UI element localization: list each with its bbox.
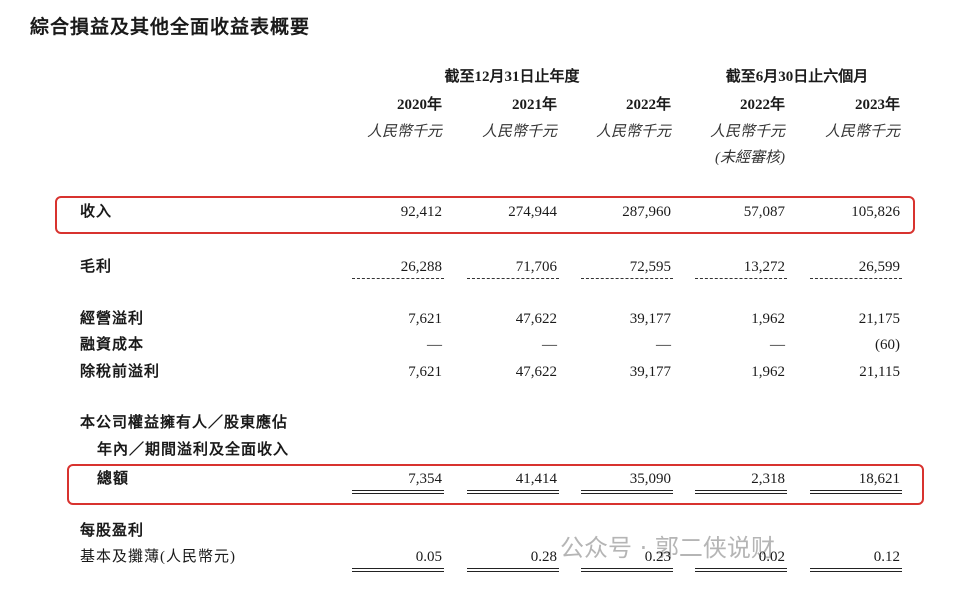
column-unit: 人民幣千元 <box>366 124 442 140</box>
cell-value: 13,272 <box>743 259 785 275</box>
cell-value: 18,621 <box>858 471 900 487</box>
column-year: 2020年 <box>396 97 442 113</box>
row-label: 年內／期間溢利及全面收入 <box>97 442 290 458</box>
cell-value: 0.28 <box>530 549 557 565</box>
underline <box>810 278 902 279</box>
cell-value: 26,288 <box>400 259 442 275</box>
cell-value: 0.02 <box>758 549 785 565</box>
underline <box>810 568 902 572</box>
highlight-box <box>55 196 915 234</box>
cell-value: 274,944 <box>508 204 557 220</box>
underline <box>581 568 673 572</box>
cell-value: (60) <box>875 337 900 353</box>
underline <box>352 490 444 494</box>
column-group: 截至6月30日止六個月 <box>725 69 869 85</box>
underline <box>695 568 787 572</box>
cell-value: 21,175 <box>858 311 900 327</box>
cell-value: — <box>770 337 785 353</box>
row-label: 經營溢利 <box>80 311 145 327</box>
column-year: 2023年 <box>854 97 900 113</box>
cell-value: — <box>656 337 671 353</box>
column-group: 截至12月31日止年度 <box>444 69 580 85</box>
cell-value: 2,318 <box>751 471 785 487</box>
underline <box>581 278 673 279</box>
column-unit: 人民幣千元 <box>595 124 671 140</box>
cell-value: 105,826 <box>851 204 900 220</box>
cell-value: 41,414 <box>515 471 557 487</box>
row-label: 本公司權益擁有人／股東應佔 <box>80 415 289 431</box>
cell-value: 47,622 <box>515 311 557 327</box>
cell-value: 35,090 <box>629 471 671 487</box>
cell-value: 0.12 <box>873 549 900 565</box>
row-label: 融資成本 <box>80 337 145 353</box>
underline <box>695 490 787 494</box>
cell-value: 71,706 <box>515 259 557 275</box>
cell-value: 47,622 <box>515 364 557 380</box>
underline <box>581 490 673 494</box>
cell-value: 0.05 <box>415 549 442 565</box>
underline <box>467 490 559 494</box>
title: 綜合損益及其他全面收益表概要 <box>30 17 311 38</box>
column-unit: 人民幣千元 <box>481 124 557 140</box>
cell-value: 92,412 <box>400 204 442 220</box>
cell-value: 39,177 <box>629 311 671 327</box>
underline <box>352 278 444 279</box>
column-year: 2022年 <box>625 97 671 113</box>
row-label: 除稅前溢利 <box>80 364 161 380</box>
cell-value: 0.23 <box>644 549 671 565</box>
row-label: 收入 <box>80 204 113 220</box>
watermark: 公众号 · 郭二侠说财 <box>560 534 775 562</box>
underline <box>695 278 787 279</box>
cell-value: 1,962 <box>751 311 785 327</box>
column-unit: 人民幣千元 <box>824 124 900 140</box>
cell-value: 39,177 <box>629 364 671 380</box>
highlight-box <box>67 464 924 505</box>
column-note: (未經審核) <box>715 150 785 166</box>
column-year: 2021年 <box>511 97 557 113</box>
row-label: 毛利 <box>80 259 113 275</box>
column-year: 2022年 <box>739 97 785 113</box>
column-unit: 人民幣千元 <box>709 124 785 140</box>
cell-value: 287,960 <box>622 204 671 220</box>
cell-value: 72,595 <box>629 259 671 275</box>
underline <box>467 278 559 279</box>
row-label: 基本及攤薄(人民幣元) <box>80 549 236 565</box>
underline <box>810 490 902 494</box>
cell-value: 7,354 <box>408 471 442 487</box>
row-label: 每股盈利 <box>80 523 145 539</box>
cell-value: — <box>427 337 442 353</box>
underline <box>352 568 444 572</box>
cell-value: 57,087 <box>743 204 785 220</box>
row-label: 總額 <box>97 471 130 487</box>
cell-value: 21,115 <box>859 364 900 380</box>
cell-value: 1,962 <box>751 364 785 380</box>
underline <box>467 568 559 572</box>
cell-value: 7,621 <box>408 364 442 380</box>
cell-value: 7,621 <box>408 311 442 327</box>
cell-value: 26,599 <box>858 259 900 275</box>
cell-value: — <box>542 337 557 353</box>
